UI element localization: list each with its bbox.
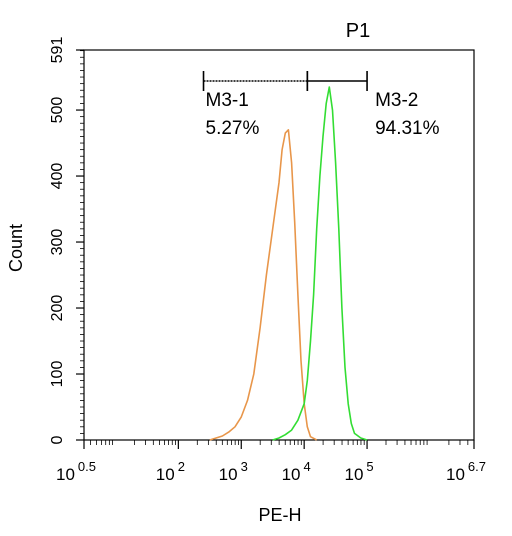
gate-name: M3-2 [375, 90, 418, 111]
x-tick-base: 10 [156, 465, 175, 484]
x-tick-base: 10 [56, 465, 75, 484]
x-tick-label: 10 2 [156, 459, 185, 484]
x-tick-label: 10 3 [219, 459, 248, 484]
y-tick-label: 200 [49, 295, 66, 322]
x-tick-label: 10 4 [282, 459, 311, 484]
gate-name: M3-1 [206, 90, 249, 111]
x-tick-exponent: 6.7 [468, 459, 486, 474]
x-tick-label: 10 6.7 [446, 459, 486, 484]
x-tick-base: 10 [344, 465, 363, 484]
y-axis-label: Count [6, 224, 26, 272]
histogram-series-2 [272, 86, 368, 441]
x-tick-base: 10 [446, 465, 465, 484]
x-tick-exponent: 2 [178, 459, 185, 474]
gate-percent: 5.27% [206, 118, 260, 139]
x-tick-base: 10 [219, 465, 238, 484]
y-tick-label: 300 [49, 229, 66, 256]
x-axis-label: PE-H [258, 505, 301, 525]
y-tick-label: 591 [49, 37, 66, 64]
x-tick-label: 10 5 [344, 459, 373, 484]
y-tick-label: 0 [49, 435, 66, 444]
x-tick-exponent: 4 [304, 459, 311, 474]
x-tick-base: 10 [282, 465, 301, 484]
histogram-series-1 [209, 129, 318, 441]
gate-percent: 94.31% [375, 118, 440, 139]
chart-title: P1 [346, 20, 370, 42]
x-tick-label: 10 0.5 [56, 459, 96, 484]
x-tick-exponent: 3 [241, 459, 248, 474]
y-tick-label: 400 [49, 163, 66, 190]
x-tick-exponent: 5 [366, 459, 373, 474]
y-tick-label: 100 [49, 361, 66, 388]
x-tick-exponent: 0.5 [78, 459, 96, 474]
y-tick-label: 500 [49, 97, 66, 124]
